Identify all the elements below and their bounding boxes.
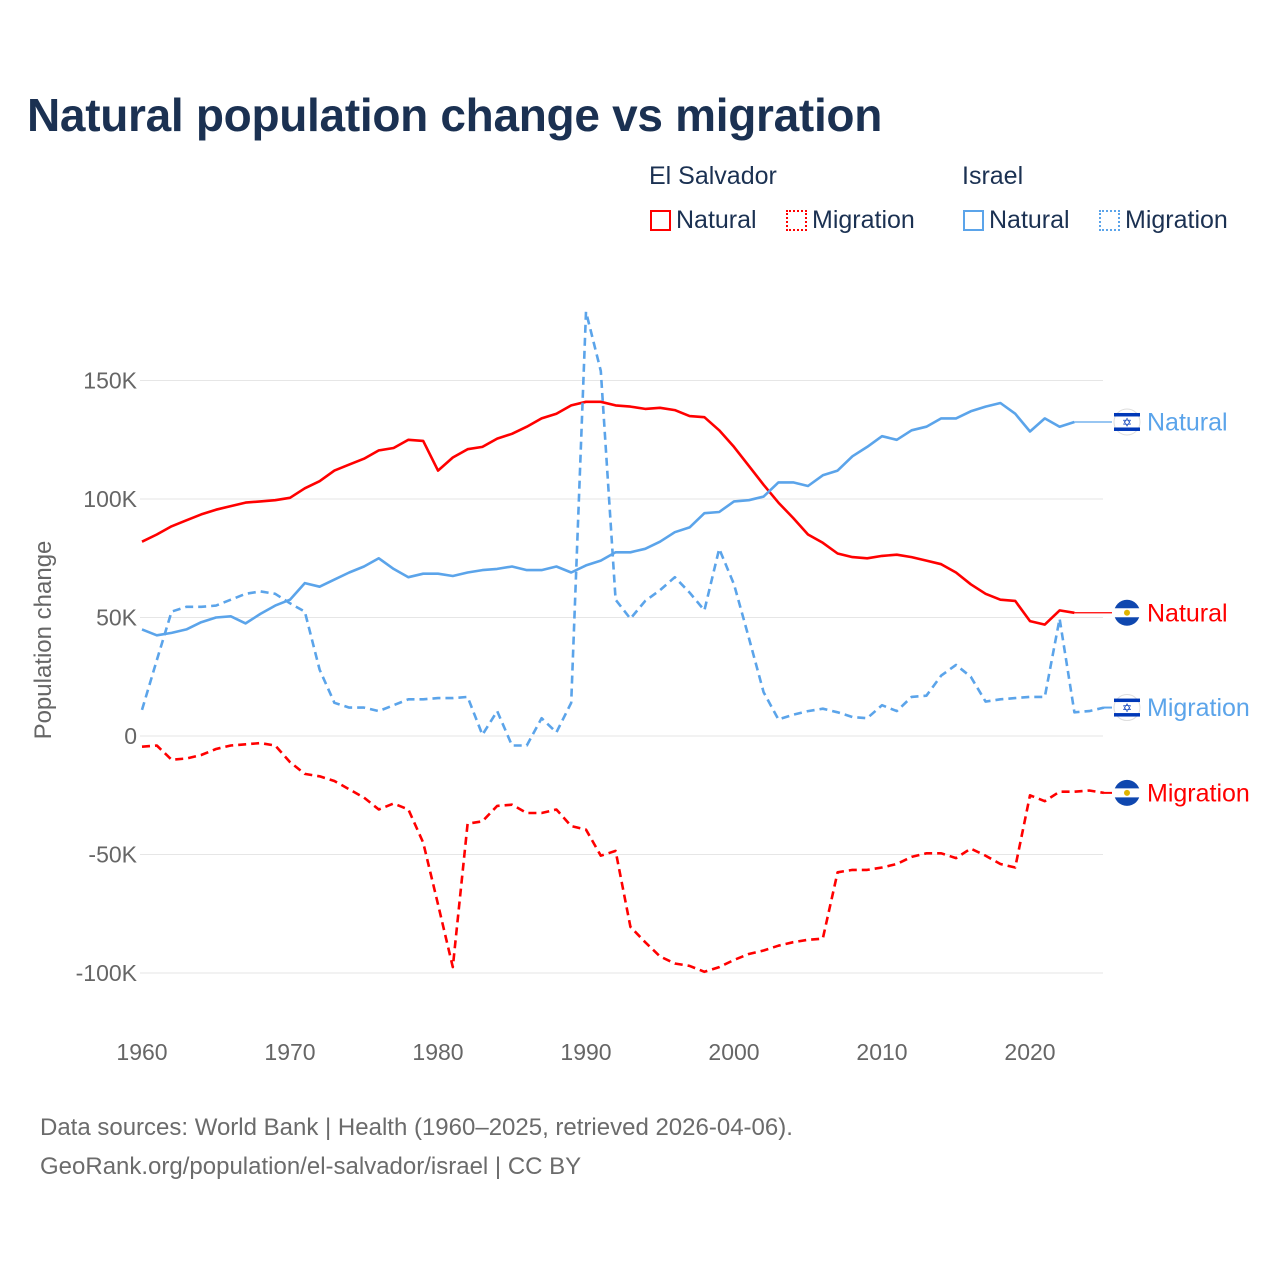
x-tick-label: 1960: [116, 1039, 167, 1065]
legend-label: Natural: [676, 206, 757, 234]
y-tick-label: -50K: [88, 842, 137, 868]
end-label-text: Natural: [1147, 599, 1228, 627]
legend-group-israel: Israel: [962, 162, 1024, 190]
end-label-israel-migration: ✡ Migration: [1113, 694, 1250, 722]
legend-group-el-salvador: El Salvador: [649, 162, 777, 190]
legend-label: Natural: [989, 206, 1070, 234]
x-tick-label: 2020: [1004, 1039, 1055, 1065]
legend-label: Migration: [1125, 206, 1228, 234]
y-tick-label: 150K: [83, 368, 137, 394]
x-tick-label: 2000: [708, 1039, 759, 1065]
legend-swatch-solid-red: [650, 210, 671, 231]
legend-swatch-dotted-red: [786, 210, 807, 231]
x-tick-label: 1990: [560, 1039, 611, 1065]
legend-item-el-salvador-migration[interactable]: Migration: [786, 206, 915, 235]
series-line-israel-natural: [141, 401, 1075, 637]
flag-emblem-icon: [1124, 789, 1130, 796]
end-label-text: Migration: [1147, 779, 1250, 807]
flag-stripe: [1114, 698, 1140, 703]
footer-sources: Data sources: World Bank | Health (1960–…: [40, 1114, 793, 1141]
y-tick-label: -100K: [76, 960, 138, 986]
x-tick-label: 2010: [856, 1039, 907, 1065]
footer: Data sources: World Bank | Health (1960–…: [40, 1108, 793, 1186]
legend-item-israel-natural[interactable]: Natural: [963, 206, 1070, 235]
end-label-el-salvador-migration: Migration: [1114, 779, 1250, 807]
x-tick-label: 1970: [264, 1039, 315, 1065]
end-label-israel-natural: ✡ Natural: [1113, 408, 1228, 436]
legend-item-israel-migration[interactable]: Migration: [1099, 206, 1228, 235]
chart-title: Natural population change vs migration: [27, 89, 883, 141]
end-label-el-salvador-natural: Natural: [1114, 599, 1228, 627]
y-axis-label: Population change: [30, 541, 57, 740]
footer-link[interactable]: GeoRank.org/population/el-salvador/israe…: [40, 1153, 582, 1180]
flag-emblem-icon: [1124, 609, 1130, 616]
y-tick-label: 100K: [83, 486, 137, 512]
end-label-text: Migration: [1147, 694, 1250, 722]
star-of-david-icon: ✡: [1122, 415, 1132, 429]
star-of-david-icon: ✡: [1122, 701, 1132, 715]
flag-stripe: [1114, 427, 1140, 431]
series-line-el-salvador-natural: [141, 400, 1075, 626]
legend-swatch-solid-blue: [963, 210, 984, 231]
legend-swatch-dotted-blue: [1099, 210, 1120, 231]
flag-stripe: [1114, 713, 1140, 717]
legend-label: Migration: [812, 206, 915, 234]
legend-item-el-salvador-natural[interactable]: Natural: [650, 206, 757, 235]
y-tick-label: 50K: [96, 605, 138, 631]
flag-stripe: [1114, 412, 1140, 417]
x-tick-label: 1980: [412, 1039, 463, 1065]
series-line-israel-migration: [140, 310, 1105, 747]
y-tick-label: 0: [124, 723, 137, 749]
series-line-el-salvador-migration: [141, 741, 1105, 974]
end-label-text: Natural: [1147, 408, 1228, 436]
